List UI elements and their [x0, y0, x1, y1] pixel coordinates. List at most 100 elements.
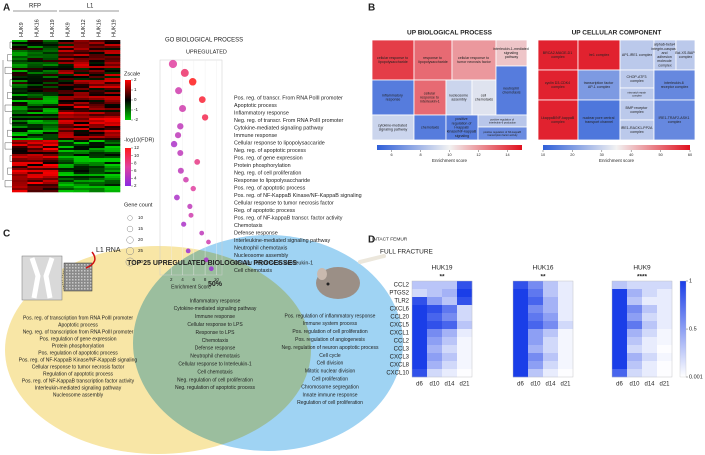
treemap-box: [495, 39, 528, 67]
heatmap-cell: [657, 289, 673, 298]
heatmap-cell: [12, 178, 28, 181]
heatmap-cell: [642, 337, 658, 346]
heatmap-cell: [42, 150, 59, 153]
heatmap-cell: [89, 150, 105, 153]
venn-item: Cellular response to tumor necrosis fact…: [32, 364, 125, 370]
heatmap-cell: [73, 40, 90, 43]
heatmap-cell: [27, 106, 44, 109]
heatmap-cell: [12, 84, 28, 87]
heatmap-cell: [427, 305, 443, 314]
venn-item: Pos. regulation of angiogenesis: [295, 337, 365, 343]
heatmap-cell: [513, 281, 529, 290]
heatmap-cell: [104, 130, 121, 133]
heatmap-cell: [42, 46, 59, 49]
heatmap-cell: [73, 144, 90, 147]
heatmap-cell: [89, 138, 105, 141]
heatmap-cell: [104, 162, 121, 165]
dot: [201, 114, 209, 121]
heatmap-cell: [104, 174, 121, 177]
heatmap-cell: [89, 154, 105, 157]
column-label: HUK9: [19, 22, 25, 37]
heatmap-cell: [58, 76, 75, 79]
heatmap-cell: [42, 174, 59, 177]
heatmap-cell: [104, 138, 121, 141]
heatmap-cell: [42, 138, 59, 141]
heatmap-cell: [27, 144, 44, 147]
dot: [177, 123, 184, 130]
y-tick-label: CXCL3: [390, 355, 410, 361]
heatmap-cell: [12, 58, 28, 61]
treemap-label: positive regulation of I-kappaB kinase/N…: [447, 117, 478, 138]
treemap-box: [413, 39, 453, 81]
heatmap-cell: [457, 361, 473, 370]
venn-item: Neg. regulation of neuron apoptotic proc…: [281, 345, 379, 351]
heatmap-cell: [612, 305, 628, 314]
heatmap-cell: [27, 82, 44, 85]
heatmap-cell: [73, 90, 90, 93]
panel-label: A: [3, 3, 10, 14]
heatmap-cell: [657, 297, 673, 306]
heatmap-cell: [42, 134, 59, 137]
heatmap-cell: [27, 86, 44, 89]
heatmap-cell: [58, 190, 75, 193]
legend-title: -log10(FDR): [124, 137, 154, 143]
heatmap-cell: [104, 98, 121, 101]
heatmap-cell: [612, 345, 628, 354]
heatmap-cell: [73, 78, 90, 81]
significance: **: [540, 274, 546, 281]
heatmap-cell: [104, 178, 121, 181]
treemap-label: nucleosome assembly: [449, 93, 469, 101]
heatmap-cell: [58, 154, 75, 157]
heatmap-cell: [27, 128, 44, 131]
heatmap-cell: [12, 70, 28, 73]
dot: [185, 248, 191, 254]
heatmap-cell: [89, 184, 105, 187]
treemap-box: [445, 114, 479, 141]
heatmap-cell: [58, 136, 75, 139]
heatmap-cell: [89, 74, 105, 77]
heatmap-cell: [27, 114, 44, 117]
dot: [181, 221, 187, 227]
heatmap-cell: [58, 120, 75, 123]
size-legend-label: 30: [138, 259, 144, 264]
heatmap-cell: [89, 160, 105, 163]
heatmap-cell: [42, 92, 59, 95]
colorbar-tick-label: 60: [688, 153, 692, 157]
heatmap-cell: [412, 305, 428, 314]
heatmap-cell: [612, 369, 628, 378]
heatmap-cell: [442, 369, 458, 378]
heatmap-cell: [58, 78, 75, 81]
heatmap-cell: [27, 172, 44, 175]
heatmap-cell: [42, 172, 59, 175]
heatmap-cell: [42, 178, 59, 181]
heatmap-cell: [627, 345, 643, 354]
heatmap-cell: [12, 174, 28, 177]
heatmap-cell: [12, 186, 28, 189]
heatmap-cell: [558, 281, 574, 290]
colorbar-tick-label: -1: [134, 107, 138, 112]
heatmap-cell: [513, 289, 529, 298]
heatmap-cell: [58, 42, 75, 45]
treemap-label: cytokine-mediated signaling pathway: [378, 123, 408, 131]
intact-label: INTACT FEMUR: [372, 236, 408, 242]
treemap-label: BMP receptor complex: [626, 106, 649, 114]
treemap-box: [653, 69, 696, 101]
heatmap-cell: [12, 190, 28, 193]
heatmap-cell: [12, 118, 28, 121]
treemap-box: [371, 79, 415, 116]
heatmap-cell: [104, 116, 121, 119]
treemap-label: alpha6-beta4 integrin-caspase and adhesi…: [651, 43, 678, 68]
y-tick-label: Inflammatory response: [234, 110, 289, 116]
treemap-box: [577, 39, 621, 71]
heatmap-cell: [12, 68, 28, 71]
heatmap-cell: [528, 281, 544, 290]
heatmap-cell: [58, 106, 75, 109]
heatmap-cell: [73, 172, 90, 175]
heatmap-cell: [104, 170, 121, 173]
heatmap-cell: [89, 114, 105, 117]
heatmap-cell: [12, 66, 28, 69]
heatmap-cell: [627, 329, 643, 338]
colorbar-tick-label: 10: [447, 153, 451, 157]
heatmap-cell: [427, 289, 443, 298]
heatmap-cell: [513, 353, 529, 362]
